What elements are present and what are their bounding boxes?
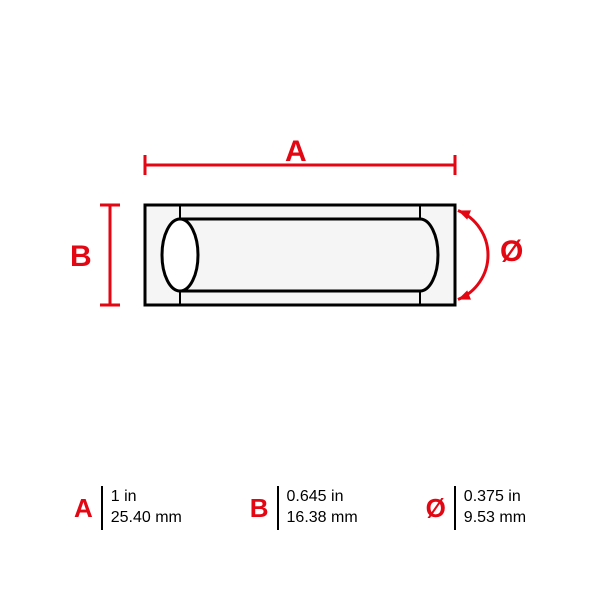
legend-item-b: B 0.645 in 16.38 mm [250,486,358,530]
legend-b-inches: 0.645 in [287,487,358,508]
legend-divider [277,486,279,530]
legend-divider [101,486,103,530]
diagram-canvas: A B Ø A 1 in 25.40 mm B 0.645 in 16.38 m… [0,0,600,600]
legend-a-mm: 25.40 mm [111,508,182,529]
dimension-label-b: B [70,240,92,274]
legend-values-diameter: 0.375 in 9.53 mm [464,487,526,529]
legend-divider [454,486,456,530]
legend-item-a: A 1 in 25.40 mm [74,486,182,530]
legend-values-b: 0.645 in 16.38 mm [287,487,358,529]
dimension-label-a: A [285,135,307,169]
legend-letter-b: B [250,493,269,524]
legend-d-inches: 0.375 in [464,487,526,508]
legend-b-mm: 16.38 mm [287,508,358,529]
legend-letter-diameter: Ø [426,493,446,524]
dimension-legend: A 1 in 25.40 mm B 0.645 in 16.38 mm Ø 0.… [0,486,600,530]
legend-item-diameter: Ø 0.375 in 9.53 mm [426,486,526,530]
legend-a-inches: 1 in [111,487,182,508]
legend-letter-a: A [74,493,93,524]
legend-d-mm: 9.53 mm [464,508,526,529]
legend-values-a: 1 in 25.40 mm [111,487,182,529]
dimension-label-diameter: Ø [500,235,523,269]
